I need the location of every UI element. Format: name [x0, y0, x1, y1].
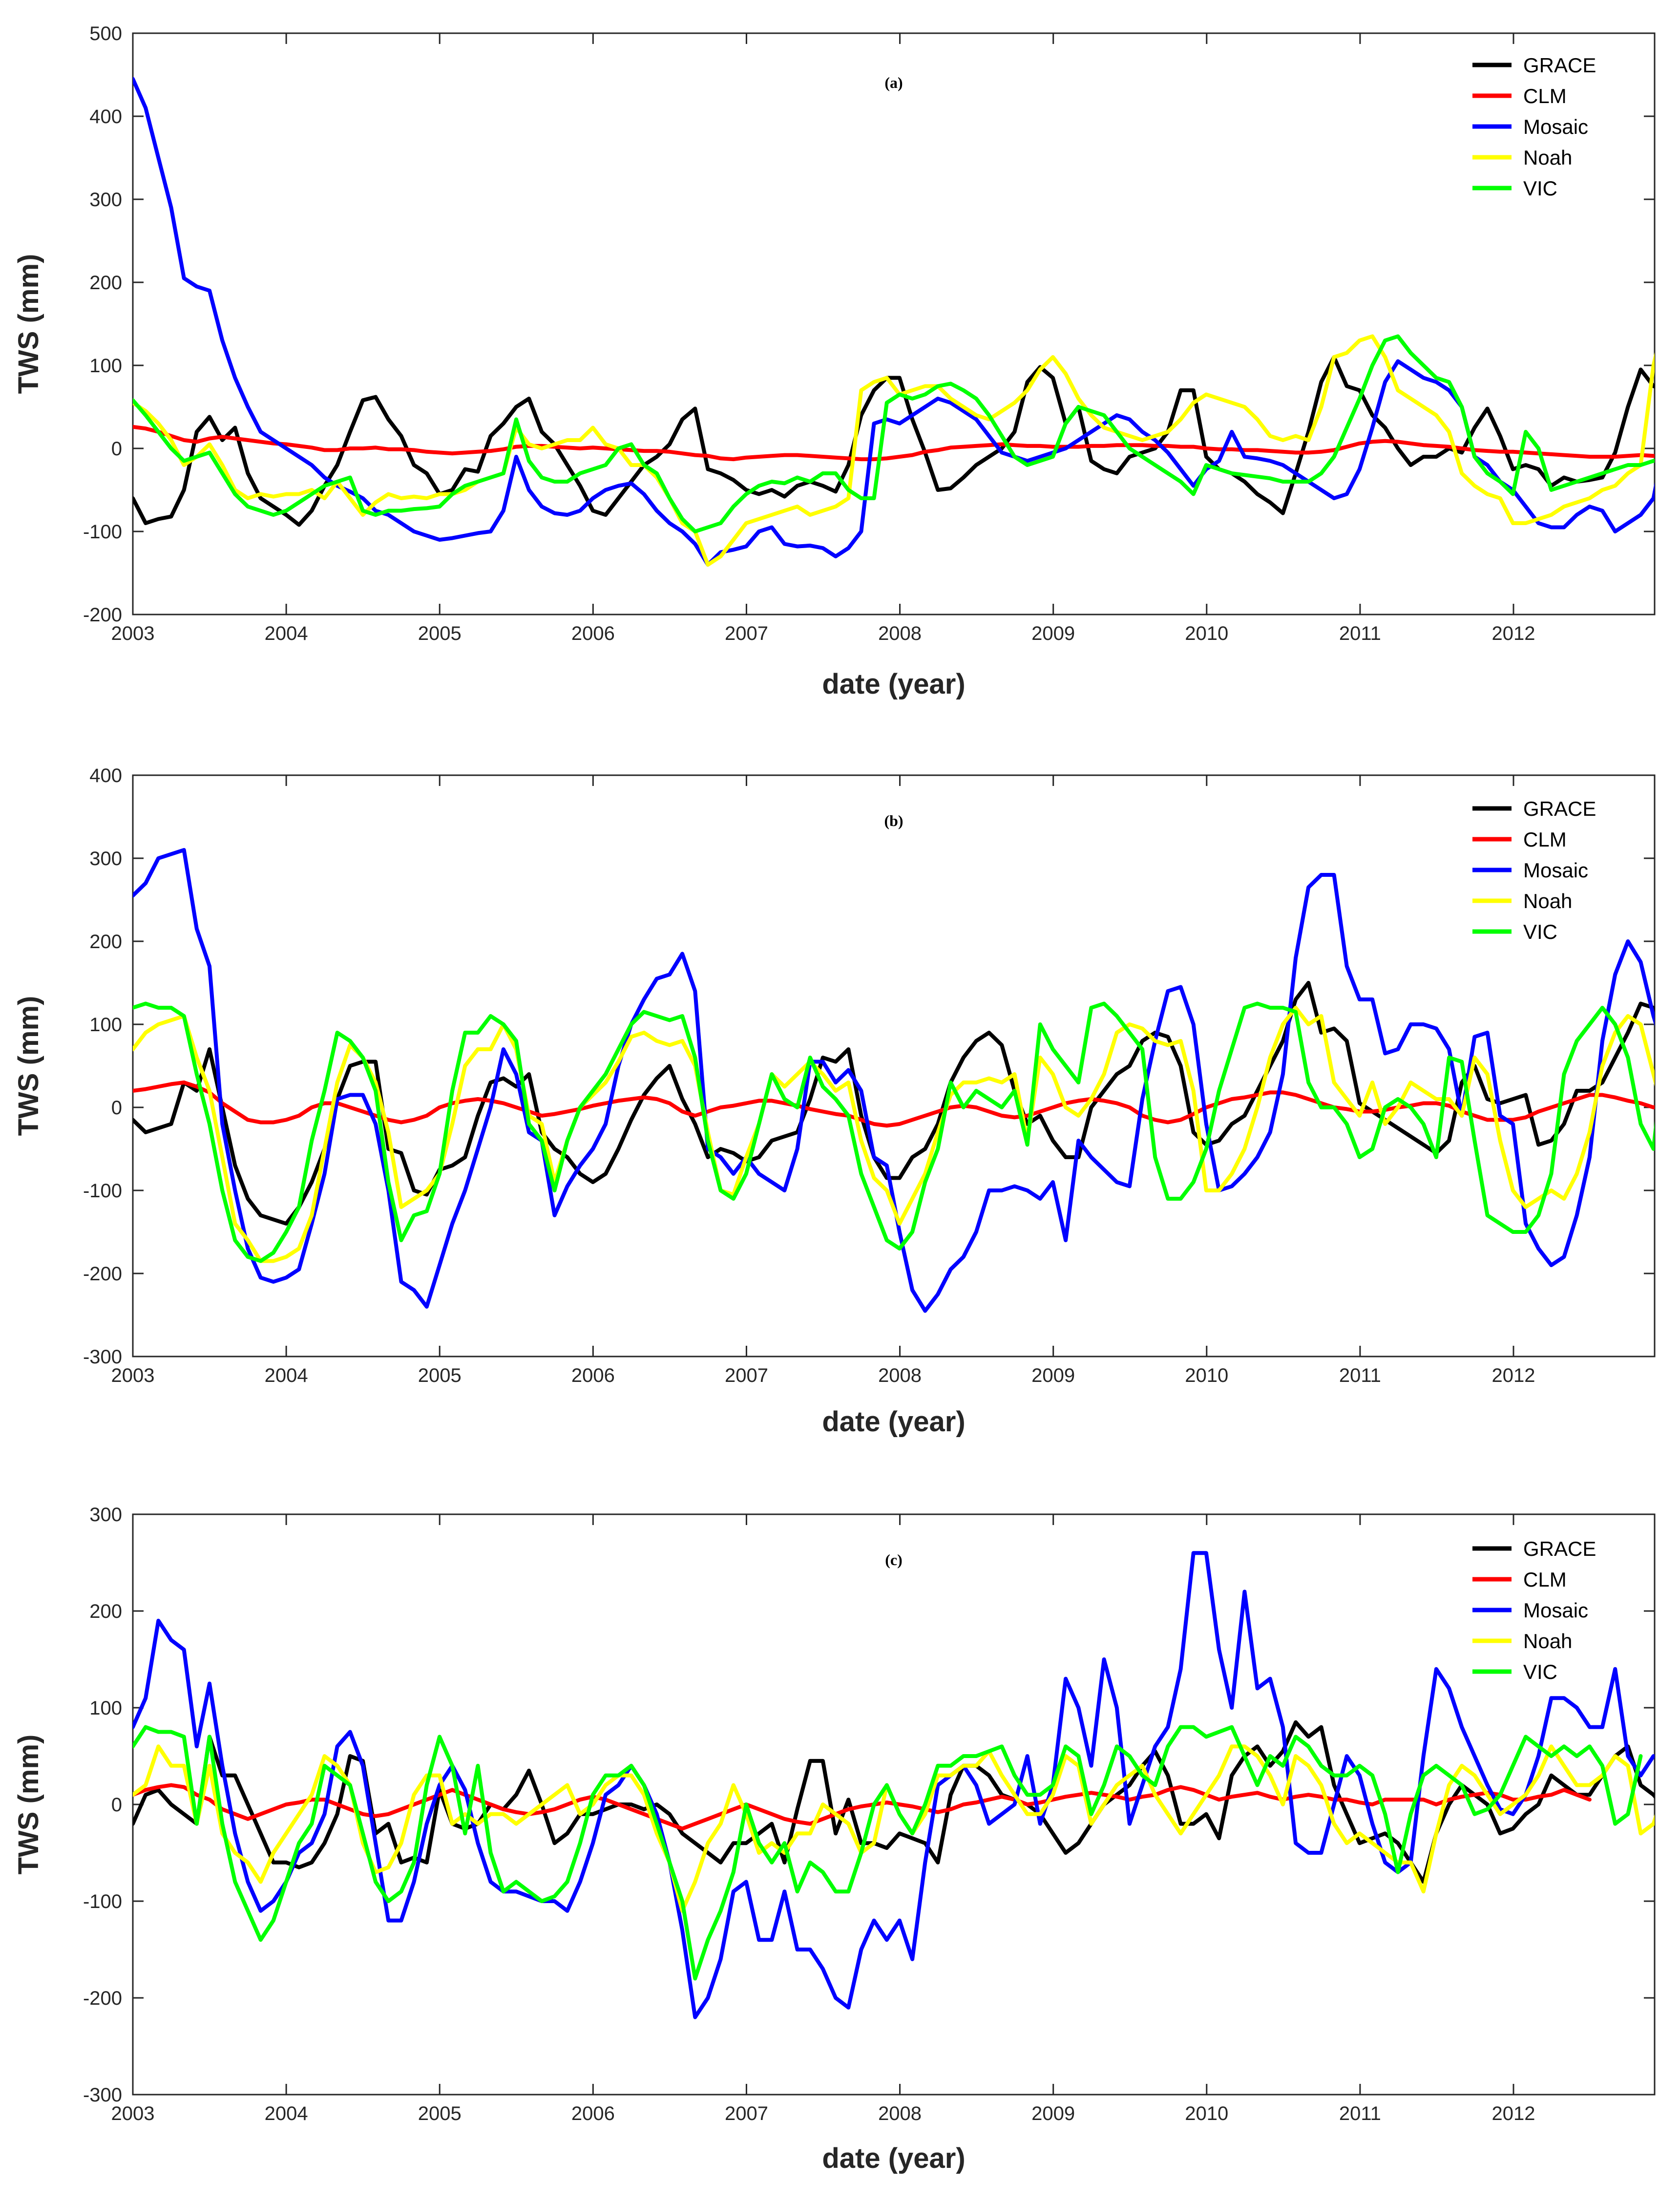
legend-label-vic: VIC [1523, 177, 1557, 200]
chart-panel-c: -300 -200 -100 0 100 200 300 2003 2004 2005 2006 20… [13, 1504, 1656, 2174]
x-tick-label: 2005 [418, 623, 462, 644]
y-tick-label: 200 [89, 1601, 122, 1622]
y-tick-label: 100 [89, 1697, 122, 1719]
series-line-grace [133, 981, 1655, 1226]
series-line-vic [133, 1001, 1655, 1263]
y-tick-label: 400 [89, 765, 122, 786]
y-tick-label: 100 [89, 355, 122, 377]
x-tick-label: 2010 [1185, 2103, 1228, 2124]
y-tick-label: -200 [83, 1263, 122, 1285]
plot-area [132, 774, 1656, 1357]
y-tick-label: 300 [89, 848, 122, 869]
legend-label-clm: CLM [1523, 85, 1567, 107]
plot-area [132, 32, 1656, 615]
x-tick-label: 2011 [1339, 623, 1381, 644]
chart-panel-a: -200 -100 0 100 200 300 400 500 2003 2004 2005 2006… [13, 23, 1656, 700]
x-tick-label: 2003 [111, 623, 155, 644]
y-axis-label: TWS (mm) [13, 1735, 44, 1875]
x-tick-label: 2009 [1031, 2103, 1075, 2124]
panel-title: (c) [885, 1551, 903, 1569]
series-line-mosaic [133, 848, 1655, 1313]
series-line-noah [133, 334, 1655, 567]
x-tick-label: 2008 [878, 1365, 922, 1386]
x-tick-label: 2009 [1031, 1365, 1075, 1386]
x-tick-label: 2012 [1492, 1365, 1535, 1386]
panel-title: (b) [884, 812, 903, 829]
x-tick-label: 2007 [725, 1365, 768, 1386]
x-tick-label: 2007 [725, 2103, 768, 2124]
x-tick-label: 2005 [418, 1365, 462, 1386]
legend-label-grace: GRACE [1523, 1537, 1596, 1560]
y-tick-label: 100 [89, 1014, 122, 1036]
legend-label-noah: Noah [1523, 890, 1572, 912]
x-tick-label: 2004 [265, 1365, 308, 1386]
series-line-noah [133, 1006, 1655, 1263]
x-tick-label: 2003 [111, 1365, 155, 1386]
x-axis-label: date (year) [822, 1406, 965, 1438]
y-tick-label: 0 [111, 1097, 122, 1119]
x-axis-label: date (year) [822, 2142, 965, 2174]
chart-panel-b: -300 -200 -100 0 100 200 300 400 2003 2004 2005 200… [13, 765, 1656, 1438]
y-tick-label: -100 [83, 1180, 122, 1202]
y-tick-label: 300 [89, 1504, 122, 1526]
y-tick-label: 0 [111, 1794, 122, 1816]
x-tick-label: 2010 [1185, 623, 1228, 644]
x-tick-label: 2006 [571, 623, 615, 644]
y-tick-label: 200 [89, 272, 122, 294]
x-tick-label: 2009 [1031, 623, 1075, 644]
x-tick-label: 2008 [878, 623, 922, 644]
y-tick-label: 500 [89, 23, 122, 44]
x-tick-label: 2006 [571, 1365, 615, 1386]
legend-label-mosaic: Mosaic [1523, 115, 1588, 138]
series-line-vic [133, 1725, 1643, 1981]
panel-title: (a) [884, 74, 903, 91]
y-tick-label: 400 [89, 106, 122, 127]
y-tick-label: -300 [83, 1346, 122, 1368]
y-axis-label: TWS (mm) [13, 996, 44, 1136]
x-tick-label: 2012 [1492, 2103, 1535, 2124]
x-tick-label: 2008 [878, 2103, 922, 2124]
legend-label-clm: CLM [1523, 828, 1567, 851]
legend-label-mosaic: Mosaic [1523, 859, 1588, 882]
x-tick-label: 2012 [1492, 623, 1535, 644]
series-line-clm [133, 424, 1655, 462]
y-tick-label: -200 [83, 1988, 122, 2009]
x-tick-label: 2011 [1339, 1365, 1381, 1386]
y-tick-label: -200 [83, 604, 122, 626]
x-tick-label: 2005 [418, 2103, 462, 2124]
series-line-vic [133, 334, 1655, 533]
x-tick-label: 2003 [111, 2103, 155, 2124]
y-tick-label: 200 [89, 931, 122, 953]
x-axis-label: date (year) [822, 668, 965, 700]
series-line-grace [133, 355, 1655, 527]
series-line-clm [133, 1783, 1592, 1831]
x-tick-label: 2004 [265, 2103, 308, 2124]
legend-label-grace: GRACE [1523, 797, 1596, 820]
y-axis-label: TWS (mm) [13, 254, 44, 394]
legend-label-vic: VIC [1523, 1660, 1557, 1683]
y-tick-label: -100 [83, 521, 122, 543]
legend-label-noah: Noah [1523, 146, 1572, 169]
legend-label-vic: VIC [1523, 920, 1557, 943]
x-tick-label: 2010 [1185, 1365, 1228, 1386]
y-tick-label: -100 [83, 1891, 122, 1912]
y-tick-label: 0 [111, 438, 122, 460]
y-tick-label: -300 [83, 2084, 122, 2106]
x-tick-label: 2004 [265, 623, 308, 644]
x-tick-label: 2007 [725, 623, 768, 644]
legend-label-clm: CLM [1523, 1568, 1567, 1591]
legend-label-mosaic: Mosaic [1523, 1599, 1588, 1622]
x-tick-label: 2006 [571, 2103, 615, 2124]
legend-label-noah: Noah [1523, 1630, 1572, 1653]
legend-label-grace: GRACE [1523, 54, 1596, 77]
series-line-clm [133, 1081, 1655, 1128]
x-tick-label: 2011 [1339, 2103, 1381, 2124]
y-tick-label: 300 [89, 189, 122, 211]
